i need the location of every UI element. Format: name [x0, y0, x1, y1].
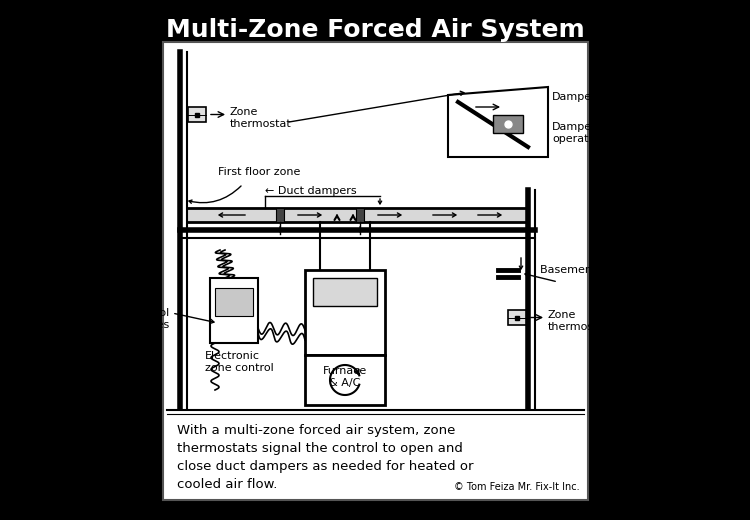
Bar — [188, 107, 206, 122]
Polygon shape — [448, 87, 548, 157]
Text: ← Duct dampers: ← Duct dampers — [265, 186, 357, 196]
Text: Furnace
& A/C: Furnace & A/C — [322, 366, 368, 388]
Bar — [508, 310, 526, 325]
Text: Zone
thermostat: Zone thermostat — [548, 310, 610, 332]
Text: Multi-Zone Forced Air System: Multi-Zone Forced Air System — [166, 18, 584, 42]
Bar — [215, 288, 253, 316]
Bar — [276, 208, 284, 222]
Bar — [305, 270, 385, 355]
Text: thermostats signal the control to open and: thermostats signal the control to open a… — [177, 442, 463, 455]
Bar — [493, 115, 523, 133]
Bar — [313, 278, 377, 306]
Bar — [356, 208, 364, 222]
Text: Damper: Damper — [552, 92, 597, 102]
Text: cooled air flow.: cooled air flow. — [177, 478, 278, 491]
Text: First floor zone: First floor zone — [218, 167, 300, 177]
Text: Control
wires: Control wires — [130, 308, 170, 330]
Bar — [210, 278, 258, 343]
Bar — [305, 355, 385, 405]
Text: Damper
operator: Damper operator — [552, 122, 600, 144]
Text: With a multi-zone forced air system, zone: With a multi-zone forced air system, zon… — [177, 424, 455, 437]
Bar — [163, 42, 588, 500]
Text: Electronic
zone control: Electronic zone control — [205, 351, 274, 373]
Bar — [187, 208, 528, 222]
Text: Zone
thermostat: Zone thermostat — [230, 107, 292, 128]
Text: Basement zone: Basement zone — [540, 265, 626, 275]
Text: close duct dampers as needed for heated or: close duct dampers as needed for heated … — [177, 460, 473, 473]
Text: © Tom Feiza Mr. Fix-It Inc.: © Tom Feiza Mr. Fix-It Inc. — [454, 482, 580, 492]
